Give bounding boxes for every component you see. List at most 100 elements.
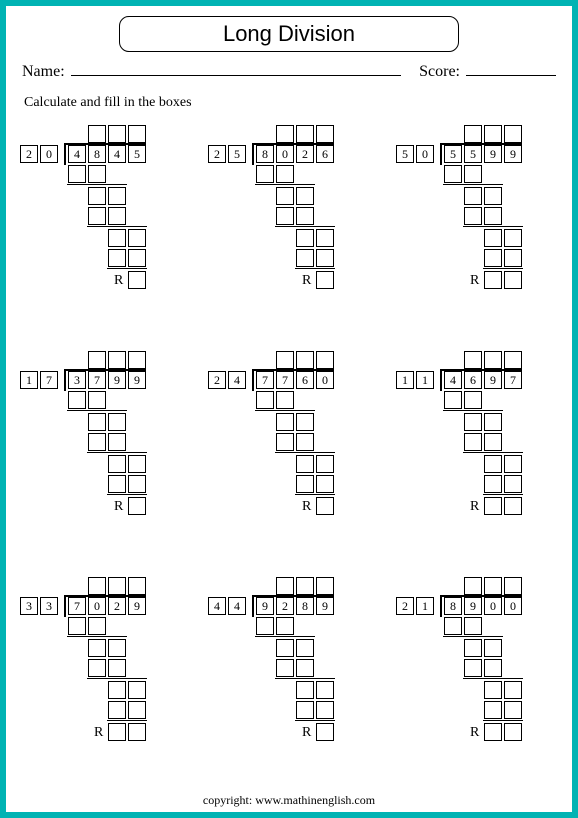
remainder-box[interactable] bbox=[504, 497, 522, 515]
quotient-box[interactable] bbox=[276, 351, 294, 369]
work-box[interactable] bbox=[296, 229, 314, 247]
quotient-box[interactable] bbox=[108, 577, 126, 595]
work-box[interactable] bbox=[464, 639, 482, 657]
remainder-box[interactable] bbox=[316, 497, 334, 515]
work-box[interactable] bbox=[464, 659, 482, 677]
quotient-box[interactable] bbox=[316, 351, 334, 369]
work-box[interactable] bbox=[88, 187, 106, 205]
work-box[interactable] bbox=[504, 475, 522, 493]
work-box[interactable] bbox=[88, 639, 106, 657]
quotient-box[interactable] bbox=[108, 351, 126, 369]
remainder-box[interactable] bbox=[504, 723, 522, 741]
quotient-box[interactable] bbox=[276, 577, 294, 595]
remainder-box[interactable] bbox=[484, 497, 502, 515]
quotient-box[interactable] bbox=[464, 577, 482, 595]
quotient-box[interactable] bbox=[88, 125, 106, 143]
quotient-box[interactable] bbox=[316, 125, 334, 143]
work-box[interactable] bbox=[464, 391, 482, 409]
quotient-box[interactable] bbox=[484, 125, 502, 143]
remainder-box[interactable] bbox=[484, 723, 502, 741]
quotient-box[interactable] bbox=[504, 125, 522, 143]
work-box[interactable] bbox=[108, 475, 126, 493]
work-box[interactable] bbox=[504, 701, 522, 719]
work-box[interactable] bbox=[484, 229, 502, 247]
work-box[interactable] bbox=[108, 207, 126, 225]
work-box[interactable] bbox=[88, 391, 106, 409]
work-box[interactable] bbox=[316, 249, 334, 267]
work-box[interactable] bbox=[296, 249, 314, 267]
quotient-box[interactable] bbox=[464, 125, 482, 143]
work-box[interactable] bbox=[444, 391, 462, 409]
work-box[interactable] bbox=[464, 165, 482, 183]
work-box[interactable] bbox=[276, 391, 294, 409]
remainder-box[interactable] bbox=[316, 723, 334, 741]
work-box[interactable] bbox=[444, 617, 462, 635]
quotient-box[interactable] bbox=[504, 351, 522, 369]
work-box[interactable] bbox=[276, 187, 294, 205]
work-box[interactable] bbox=[128, 475, 146, 493]
work-box[interactable] bbox=[484, 475, 502, 493]
work-box[interactable] bbox=[296, 455, 314, 473]
work-box[interactable] bbox=[504, 455, 522, 473]
work-box[interactable] bbox=[256, 165, 274, 183]
work-box[interactable] bbox=[256, 391, 274, 409]
quotient-box[interactable] bbox=[108, 125, 126, 143]
remainder-box[interactable] bbox=[128, 723, 146, 741]
work-box[interactable] bbox=[256, 617, 274, 635]
remainder-box[interactable] bbox=[504, 271, 522, 289]
work-box[interactable] bbox=[108, 681, 126, 699]
work-box[interactable] bbox=[108, 413, 126, 431]
quotient-box[interactable] bbox=[128, 125, 146, 143]
work-box[interactable] bbox=[128, 229, 146, 247]
work-box[interactable] bbox=[88, 433, 106, 451]
work-box[interactable] bbox=[276, 617, 294, 635]
quotient-box[interactable] bbox=[484, 577, 502, 595]
quotient-box[interactable] bbox=[88, 351, 106, 369]
work-box[interactable] bbox=[128, 681, 146, 699]
work-box[interactable] bbox=[504, 681, 522, 699]
work-box[interactable] bbox=[484, 413, 502, 431]
work-box[interactable] bbox=[484, 639, 502, 657]
remainder-box[interactable] bbox=[128, 271, 146, 289]
work-box[interactable] bbox=[316, 455, 334, 473]
work-box[interactable] bbox=[276, 207, 294, 225]
work-box[interactable] bbox=[276, 413, 294, 431]
remainder-box[interactable] bbox=[128, 497, 146, 515]
work-box[interactable] bbox=[464, 413, 482, 431]
work-box[interactable] bbox=[68, 391, 86, 409]
work-box[interactable] bbox=[68, 165, 86, 183]
quotient-box[interactable] bbox=[316, 577, 334, 595]
work-box[interactable] bbox=[484, 187, 502, 205]
work-box[interactable] bbox=[296, 433, 314, 451]
work-box[interactable] bbox=[464, 617, 482, 635]
quotient-box[interactable] bbox=[504, 577, 522, 595]
work-box[interactable] bbox=[484, 455, 502, 473]
work-box[interactable] bbox=[88, 413, 106, 431]
work-box[interactable] bbox=[484, 249, 502, 267]
remainder-box[interactable] bbox=[484, 271, 502, 289]
work-box[interactable] bbox=[276, 659, 294, 677]
quotient-box[interactable] bbox=[128, 351, 146, 369]
work-box[interactable] bbox=[108, 187, 126, 205]
remainder-box[interactable] bbox=[316, 271, 334, 289]
work-box[interactable] bbox=[504, 249, 522, 267]
work-box[interactable] bbox=[128, 455, 146, 473]
quotient-box[interactable] bbox=[464, 351, 482, 369]
work-box[interactable] bbox=[296, 187, 314, 205]
work-box[interactable] bbox=[108, 433, 126, 451]
work-box[interactable] bbox=[88, 659, 106, 677]
work-box[interactable] bbox=[108, 639, 126, 657]
work-box[interactable] bbox=[108, 455, 126, 473]
work-box[interactable] bbox=[296, 413, 314, 431]
work-box[interactable] bbox=[88, 165, 106, 183]
work-box[interactable] bbox=[276, 433, 294, 451]
work-box[interactable] bbox=[296, 659, 314, 677]
work-box[interactable] bbox=[296, 701, 314, 719]
work-box[interactable] bbox=[484, 681, 502, 699]
work-box[interactable] bbox=[316, 475, 334, 493]
score-field-line[interactable] bbox=[466, 60, 556, 76]
quotient-box[interactable] bbox=[296, 351, 314, 369]
quotient-box[interactable] bbox=[276, 125, 294, 143]
quotient-box[interactable] bbox=[128, 577, 146, 595]
work-box[interactable] bbox=[108, 249, 126, 267]
